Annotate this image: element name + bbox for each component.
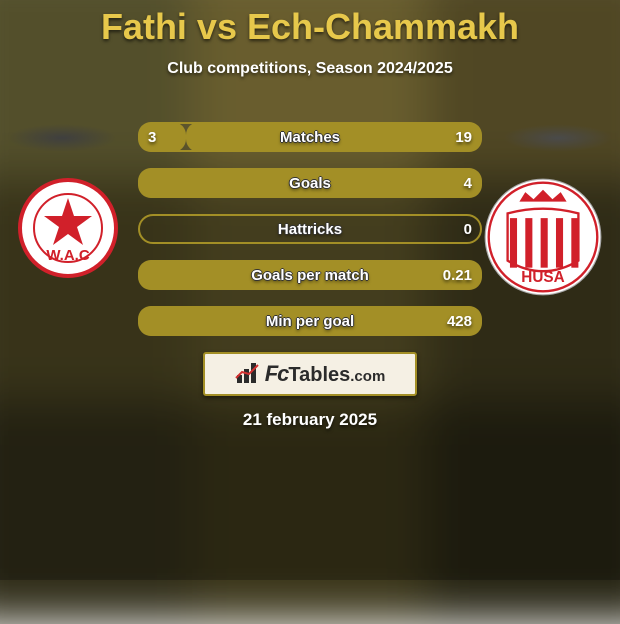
bar-label: Hattricks: [138, 214, 482, 244]
stat-bar-hattricks: Hattricks0: [138, 214, 482, 244]
bar-chart-icon: [235, 363, 261, 385]
stat-bar-min-per-goal: Min per goal428: [138, 306, 482, 336]
subtitle: Club competitions, Season 2024/2025: [0, 60, 620, 78]
comparison-bars: Matches3 19 Goals4 Hattricks0 Goals per matc…: [138, 122, 482, 352]
svg-text:W.A.C: W.A.C: [46, 247, 89, 264]
content: Fathi vs Ech-Chammakh Club competitions,…: [0, 0, 620, 580]
player-shadow-right: [503, 124, 613, 152]
page-title: Fathi vs Ech-Chammakh: [0, 0, 620, 48]
bar-label: Matches: [138, 122, 482, 152]
husa-agadir-badge: HUSA: [484, 178, 602, 301]
bar-value-right: 4: [464, 168, 472, 198]
stat-bar-goals-per-match: Goals per match0.21: [138, 260, 482, 290]
stat-bar-matches: Matches3 19: [138, 122, 482, 152]
logo-com: .com: [350, 368, 385, 385]
bar-value-right: 19: [455, 122, 472, 152]
player-shadow-left: [7, 124, 117, 152]
bar-value-right: 0.21: [443, 260, 472, 290]
svg-text:HUSA: HUSA: [521, 269, 564, 286]
stat-bar-goals: Goals4: [138, 168, 482, 198]
bar-value-left: 3: [148, 122, 156, 152]
bar-value-right: 0: [464, 214, 472, 244]
bar-label: Min per goal: [138, 306, 482, 336]
bar-label: Goals per match: [138, 260, 482, 290]
bar-value-right: 428: [447, 306, 472, 336]
fctables-logo-box: Fc Tables .com: [203, 352, 417, 396]
logo-fc: Fc: [265, 361, 289, 387]
date-label: 21 february 2025: [0, 410, 620, 430]
bar-label: Goals: [138, 168, 482, 198]
fctables-logo-text: Fc Tables .com: [265, 361, 386, 387]
logo-tables: Tables: [288, 364, 350, 387]
wac-casablanca-badge: W.A.C: [18, 178, 118, 283]
